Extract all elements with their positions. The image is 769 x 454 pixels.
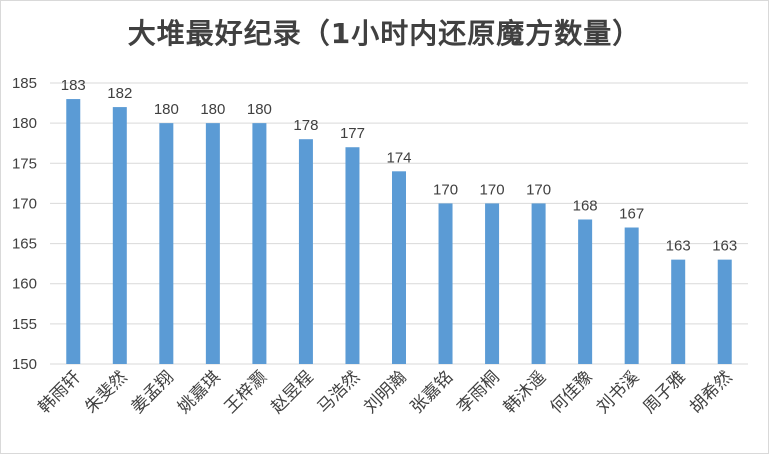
data-label: 170	[480, 181, 505, 198]
y-tick-label: 150	[12, 356, 37, 373]
y-tick-label: 165	[12, 236, 37, 253]
data-label: 163	[712, 238, 737, 255]
bar	[112, 107, 127, 364]
bar	[671, 259, 686, 364]
data-label: 170	[526, 181, 551, 198]
bar	[392, 171, 406, 364]
bars	[66, 99, 732, 365]
bar	[345, 147, 360, 364]
x-tick-label: 赵昱程	[267, 367, 317, 417]
x-tick-label: 刘书溪	[593, 367, 643, 417]
bar	[485, 203, 500, 364]
bar	[252, 123, 267, 365]
bar	[205, 123, 220, 365]
x-tick-label: 何佳豫	[546, 367, 596, 417]
bar	[531, 203, 546, 364]
x-tick-label: 韩雨轩	[35, 367, 85, 417]
y-axis-ticks: 150 155 160 165 170 175 180 185	[12, 75, 37, 373]
bar	[717, 259, 732, 364]
data-label: 167	[619, 206, 644, 223]
data-label: 182	[107, 85, 132, 102]
x-tick-label: 王梓灏	[221, 367, 271, 417]
y-tick-label: 160	[12, 276, 37, 293]
bar	[66, 99, 81, 365]
x-tick-label: 马浩然	[314, 367, 364, 417]
bar	[298, 139, 313, 364]
data-label: 177	[340, 125, 365, 142]
bar	[624, 227, 639, 364]
y-tick-label: 185	[12, 75, 37, 92]
bar	[578, 219, 593, 364]
data-labels: 183 182 180 180 180 178 177 174 170 170 170 168 167 1…	[61, 77, 737, 255]
y-tick-label: 180	[12, 115, 37, 132]
x-tick-label: 周子雅	[640, 367, 690, 417]
x-tick-label: 刘明瀚	[360, 367, 410, 417]
x-tick-label: 姜孟翔	[128, 367, 178, 417]
data-label: 180	[200, 101, 225, 118]
x-axis-labels: 韩雨轩朱斐然姜孟翔姚嘉琪王梓灏赵昱程马浩然刘明瀚张嘉铭李雨桐韩沐遥何佳豫刘书溪周…	[35, 367, 737, 417]
x-tick-label: 李雨桐	[453, 367, 503, 417]
bar	[438, 203, 453, 364]
data-label: 183	[61, 77, 86, 94]
x-tick-label: 朱斐然	[81, 367, 131, 417]
data-label: 178	[293, 117, 318, 134]
data-label: 168	[573, 197, 598, 214]
x-tick-label: 胡希然	[686, 367, 736, 417]
bar	[159, 123, 174, 365]
y-tick-label: 155	[12, 316, 37, 333]
x-tick-label: 姚嘉琪	[174, 367, 224, 417]
x-tick-label: 张嘉铭	[407, 367, 457, 417]
data-label: 163	[666, 238, 691, 255]
chart-title: 大堆最好纪录（1小时内还原魔方数量）	[127, 17, 642, 50]
y-tick-label: 170	[12, 195, 37, 212]
data-label: 170	[433, 181, 458, 198]
data-label: 180	[247, 101, 272, 118]
data-label: 180	[154, 101, 179, 118]
data-label: 174	[386, 149, 411, 166]
y-tick-label: 175	[12, 155, 37, 172]
x-tick-label: 韩沐遥	[500, 367, 550, 417]
